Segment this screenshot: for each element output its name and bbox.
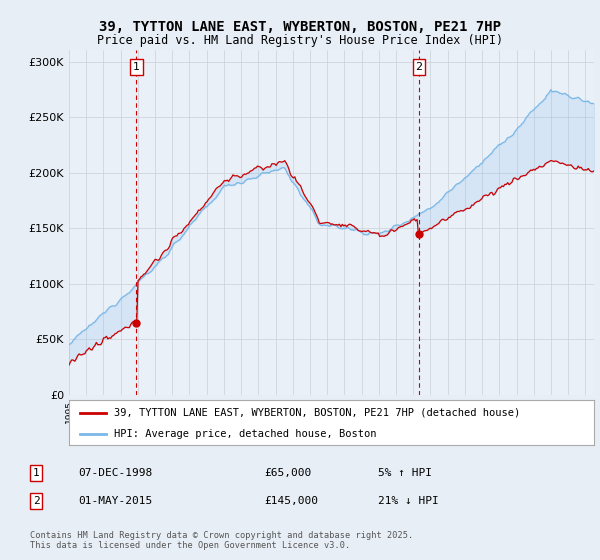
- Text: HPI: Average price, detached house, Boston: HPI: Average price, detached house, Bost…: [113, 429, 376, 439]
- Text: £65,000: £65,000: [264, 468, 311, 478]
- Text: 2: 2: [32, 496, 40, 506]
- Text: 1: 1: [32, 468, 40, 478]
- Text: 21% ↓ HPI: 21% ↓ HPI: [378, 496, 439, 506]
- Text: 39, TYTTON LANE EAST, WYBERTON, BOSTON, PE21 7HP (detached house): 39, TYTTON LANE EAST, WYBERTON, BOSTON, …: [113, 408, 520, 418]
- Text: 1: 1: [133, 62, 140, 72]
- Text: 01-MAY-2015: 01-MAY-2015: [78, 496, 152, 506]
- Text: Price paid vs. HM Land Registry's House Price Index (HPI): Price paid vs. HM Land Registry's House …: [97, 34, 503, 46]
- Text: 07-DEC-1998: 07-DEC-1998: [78, 468, 152, 478]
- Text: 2: 2: [415, 62, 422, 72]
- Text: Contains HM Land Registry data © Crown copyright and database right 2025.
This d: Contains HM Land Registry data © Crown c…: [30, 531, 413, 550]
- Text: £145,000: £145,000: [264, 496, 318, 506]
- Text: 39, TYTTON LANE EAST, WYBERTON, BOSTON, PE21 7HP: 39, TYTTON LANE EAST, WYBERTON, BOSTON, …: [99, 20, 501, 34]
- Text: 5% ↑ HPI: 5% ↑ HPI: [378, 468, 432, 478]
